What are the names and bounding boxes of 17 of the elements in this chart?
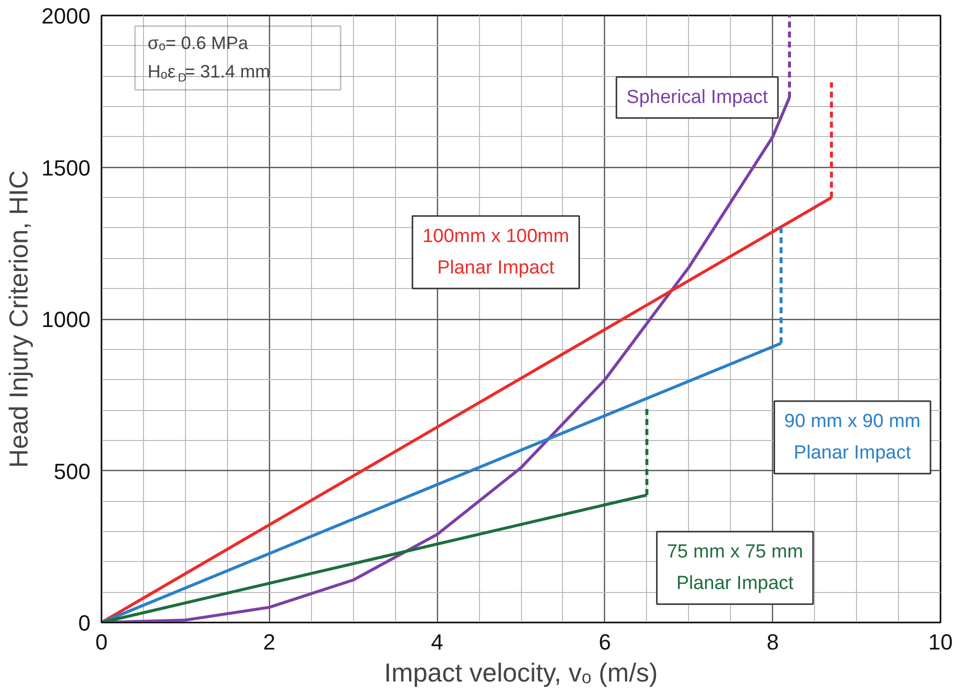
y-axis-title: Head Injury Criterion, HIC [4, 170, 34, 468]
x-tick-label: 2 [263, 630, 276, 654]
x-tick-label: 0 [95, 630, 108, 654]
x-tick-label: 6 [598, 630, 612, 654]
y-tick-label: 2000 [42, 4, 91, 28]
x-tick-label: 10 [928, 630, 953, 654]
y-tick-label: 1000 [42, 307, 91, 332]
x-tick-label: 4 [430, 630, 444, 654]
y-tick-label: 0 [78, 610, 91, 636]
text: 100mm x 100mm Planar Impact [422, 226, 570, 278]
text: 75 mm x 75 mm Planar Impact [666, 542, 804, 594]
y-tick-label: 1500 [42, 155, 91, 180]
text: 90 mm x 90 mm Planar Impact [784, 411, 921, 464]
x-axis-title: Impact velocity, vₒ (m/s) [384, 658, 658, 688]
y-tick-label: 500 [54, 458, 91, 484]
x-tick-label: 8 [766, 630, 779, 654]
series-label: Spherical Impact [626, 86, 769, 108]
